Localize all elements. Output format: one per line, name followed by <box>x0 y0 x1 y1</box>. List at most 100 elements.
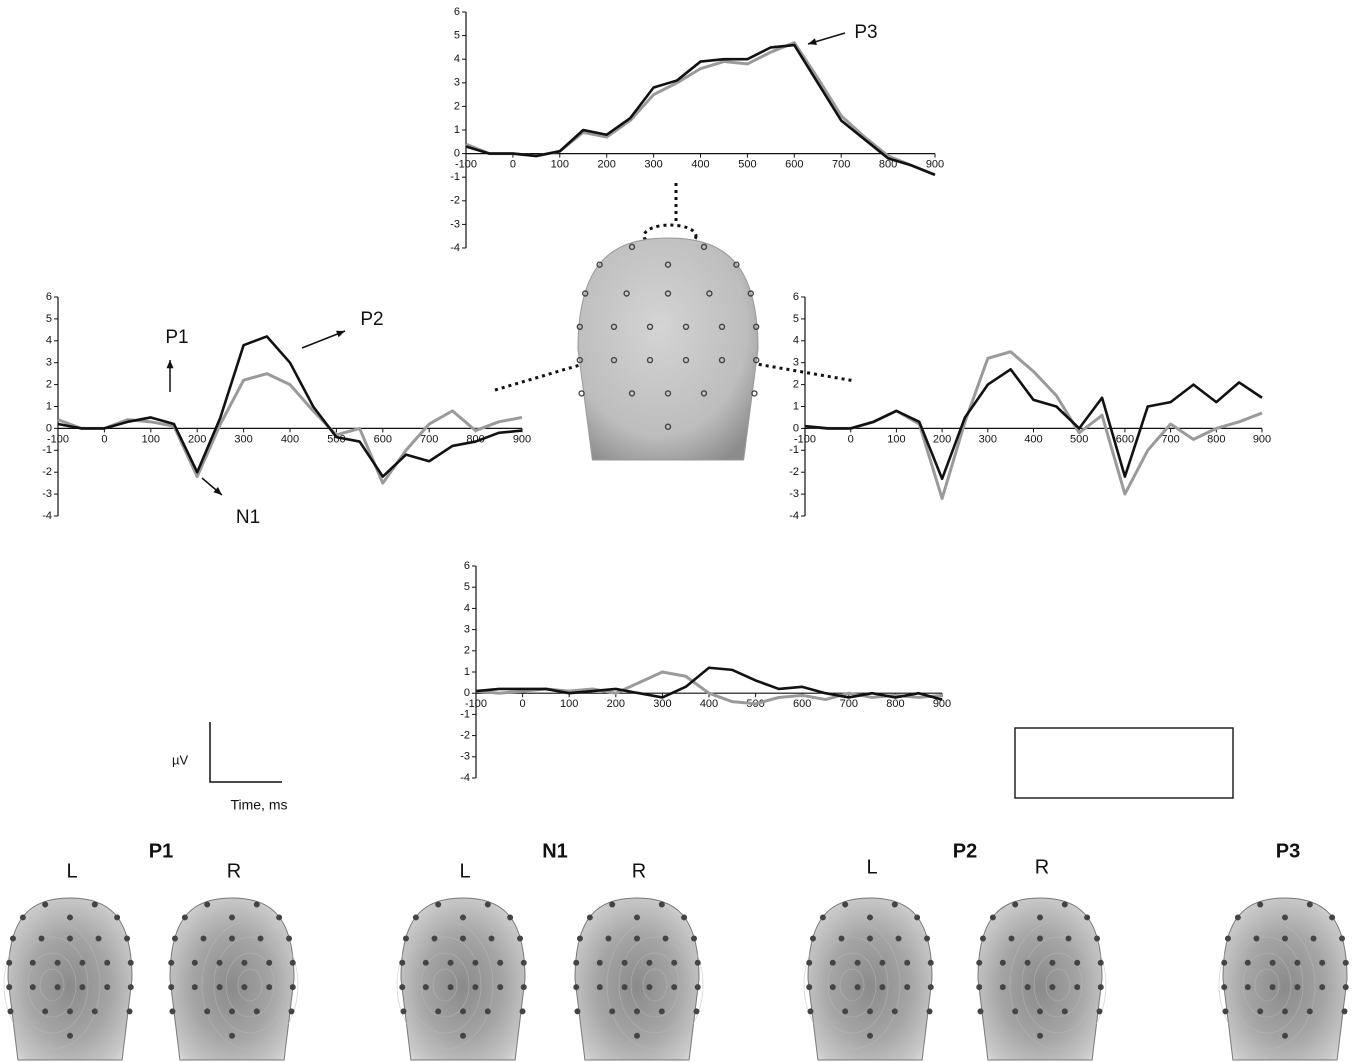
electrode <box>498 985 503 990</box>
electrode <box>821 915 826 920</box>
electrode <box>1013 902 1018 907</box>
electrode <box>254 1009 259 1014</box>
electrode <box>915 915 920 920</box>
electrode <box>7 985 12 990</box>
electrode <box>694 1009 699 1014</box>
electrode <box>977 961 982 966</box>
electrode <box>31 985 36 990</box>
x-tick-label: 200 <box>188 433 206 445</box>
electrode <box>1095 936 1100 941</box>
y-tick-label: -3 <box>42 488 52 500</box>
electrode <box>1283 936 1288 941</box>
electrode <box>977 985 982 990</box>
electrode <box>1025 985 1030 990</box>
x-tick-label: 300 <box>644 159 662 171</box>
x-tick-label: 600 <box>785 159 803 171</box>
electrode <box>610 1009 615 1014</box>
x-tick-label: 700 <box>420 433 438 445</box>
head <box>578 238 758 460</box>
electrode <box>1320 961 1325 966</box>
electrode <box>1001 985 1006 990</box>
electrode <box>905 961 910 966</box>
electrode <box>622 961 627 966</box>
electrode <box>1038 936 1043 941</box>
electrode <box>1270 961 1275 966</box>
x-tick-label: -100 <box>465 698 487 710</box>
electrode <box>1246 961 1251 966</box>
electrode <box>1311 936 1316 941</box>
x-tick-label: 800 <box>886 698 904 710</box>
x-tick-label: 400 <box>691 159 709 171</box>
electrode <box>1343 985 1348 990</box>
electrode <box>486 902 491 907</box>
y-tick-label: 3 <box>454 77 460 89</box>
electrode <box>928 985 933 990</box>
electrode <box>290 985 295 990</box>
hemisphere-label: L <box>866 856 877 878</box>
electrode <box>8 1009 13 1014</box>
electrode <box>808 1009 813 1014</box>
electrode <box>173 936 178 941</box>
electrode <box>1063 1009 1068 1014</box>
x-tick-label: 600 <box>374 433 392 445</box>
electrode <box>68 936 73 941</box>
electrode <box>498 961 503 966</box>
y-tick-label: 6 <box>793 291 799 303</box>
electrode <box>1254 936 1259 941</box>
hemisphere-label: R <box>632 860 646 882</box>
electrode <box>521 985 526 990</box>
plots: -4-3-2-10123456-100010020030040050060070… <box>4 6 1348 1060</box>
y-tick-label: -1 <box>450 171 460 183</box>
x-tick-label: 0 <box>848 433 854 445</box>
peak-label: P1 <box>165 327 188 348</box>
electrode <box>461 936 466 941</box>
electrode <box>893 1009 898 1014</box>
electrode <box>96 936 101 941</box>
electrode <box>1222 985 1227 990</box>
electrode <box>1330 915 1335 920</box>
x-tick-label: 600 <box>1116 433 1134 445</box>
electrode <box>473 961 478 966</box>
electrode <box>290 961 295 966</box>
electrode <box>43 1009 48 1014</box>
electrode <box>128 985 133 990</box>
electrode <box>927 1009 932 1014</box>
peak-label: P2 <box>360 309 383 330</box>
electrode <box>635 1033 640 1038</box>
hemisphere-label: L <box>459 860 470 882</box>
y-tick-label: 3 <box>464 624 470 636</box>
y-tick-label: 2 <box>793 379 799 391</box>
electrode <box>424 985 429 990</box>
electrode <box>217 961 222 966</box>
electrode <box>1085 915 1090 920</box>
electrode <box>635 1009 640 1014</box>
y-tick-label: 4 <box>464 602 470 614</box>
electrode <box>115 915 120 920</box>
y-tick-label: -2 <box>450 195 460 207</box>
electrode <box>893 902 898 907</box>
erp-line <box>805 352 1262 499</box>
electrode <box>855 961 860 966</box>
y-tick-label: -2 <box>42 466 52 478</box>
electrode <box>981 936 986 941</box>
electrode <box>254 902 259 907</box>
electrode <box>807 985 812 990</box>
electrode <box>436 902 441 907</box>
x-tick-label: 0 <box>510 159 516 171</box>
electrode <box>169 961 174 966</box>
electrode <box>905 985 910 990</box>
electrode <box>68 1033 73 1038</box>
x-tick-label: 400 <box>700 698 718 710</box>
x-tick-label: 100 <box>887 433 905 445</box>
electrode <box>448 961 453 966</box>
y-tick-label: 3 <box>46 357 52 369</box>
x-tick-label: 800 <box>1207 433 1225 445</box>
electrode <box>588 915 593 920</box>
y-tick-label: 5 <box>793 313 799 325</box>
electrode <box>855 985 860 990</box>
y-tick-label: 5 <box>454 30 460 42</box>
electrode <box>55 961 60 966</box>
electrode <box>508 915 513 920</box>
y-tick-label: 6 <box>46 291 52 303</box>
electrode <box>21 915 26 920</box>
